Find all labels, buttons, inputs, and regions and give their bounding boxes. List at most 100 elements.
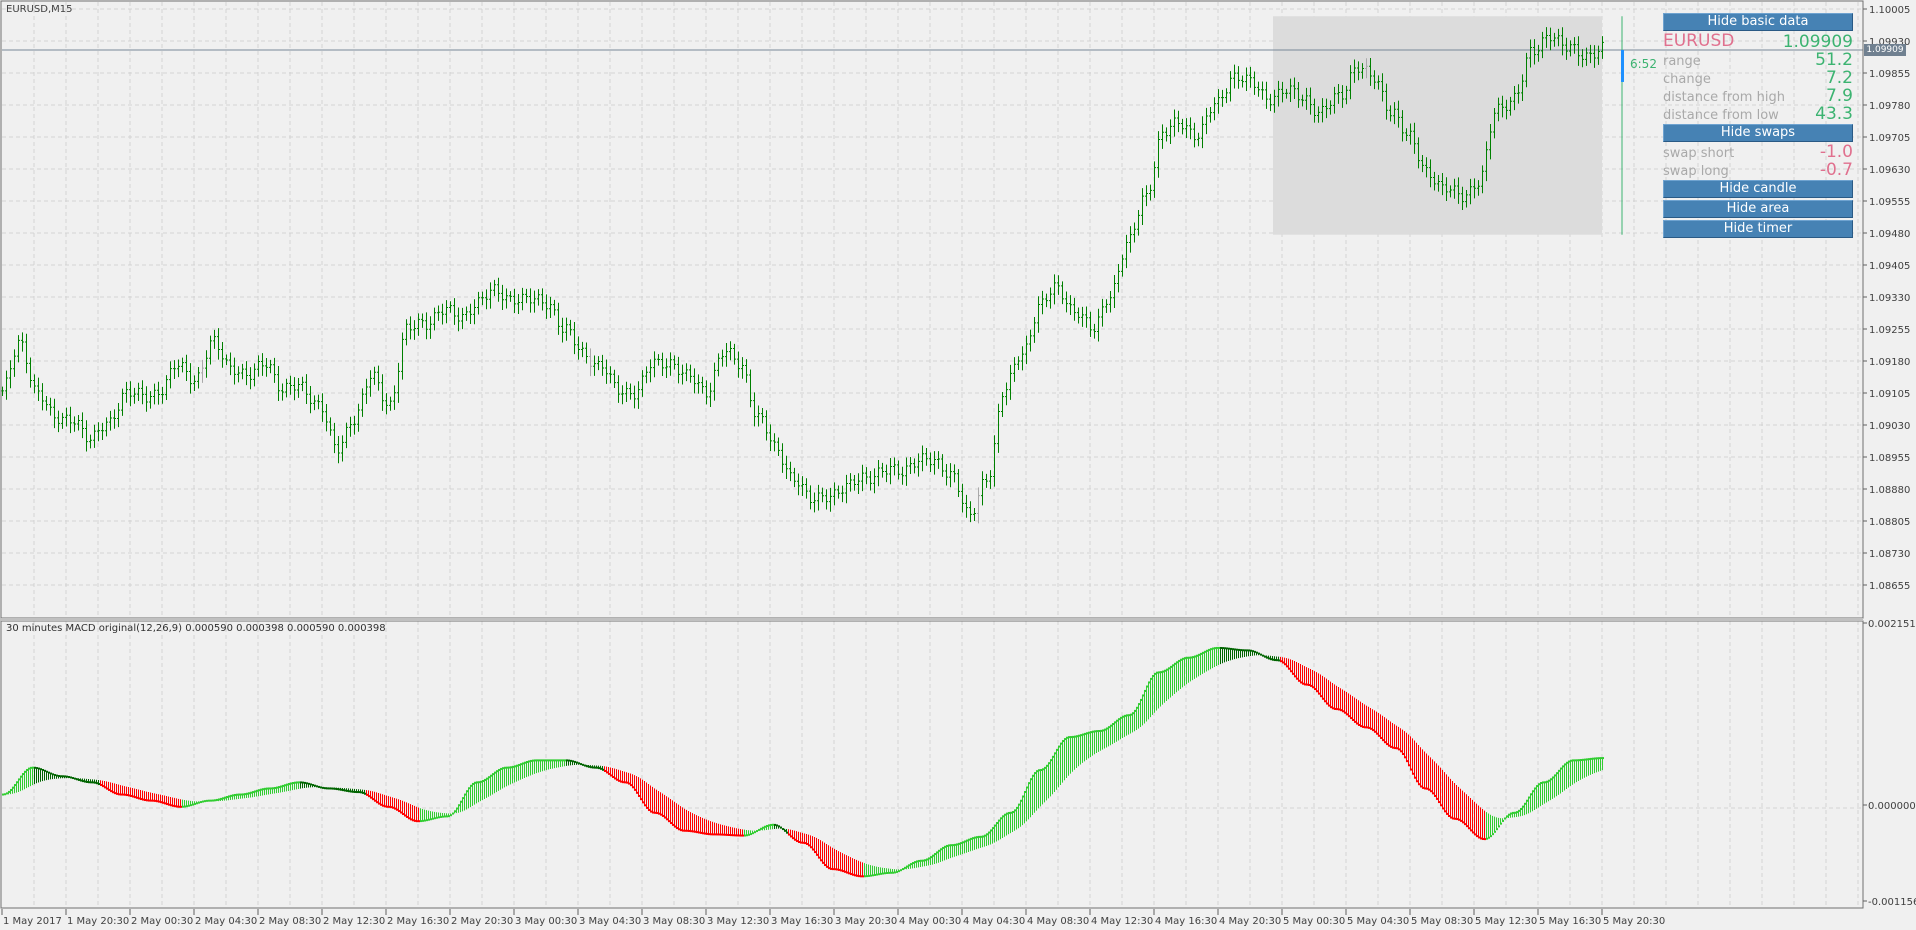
macd-main-point [206,799,208,802]
macd-main-point [80,779,82,782]
macd-main-point [180,805,182,808]
macd-main-point [96,782,98,785]
macd-main-point [42,768,44,771]
macd-main-point [808,844,810,847]
price-bar [1449,185,1452,198]
price-bar [421,313,424,328]
macd-main-point [996,822,998,825]
macd-main-point [182,805,184,808]
macd-main-point [990,829,992,832]
macd-main-point [782,828,784,831]
macd-main-point [428,818,430,821]
price-bar [1213,97,1216,121]
macd-main-point [88,781,90,784]
macd-main-point [754,831,756,834]
hide-basic-data-button[interactable]: Hide basic data [1663,13,1853,31]
macd-main-point [1420,785,1422,788]
macd-main-point [400,811,402,814]
macd-main-point [1460,819,1462,822]
macd-main-point [1582,758,1584,761]
price-bar [1513,85,1516,111]
price-bar [1257,81,1260,97]
macd-main-point [1096,730,1098,733]
price-bar [1421,155,1424,173]
macd-main-point [64,775,66,778]
macd-main-point [238,793,240,796]
time-tick-label: 4 May 20:30 [1219,916,1281,927]
macd-main-point [336,788,338,791]
macd-main-point [920,859,922,862]
hide-timer-button[interactable]: Hide timer [1663,220,1853,238]
time-tick-label: 5 May 08:30 [1411,916,1473,927]
macd-main-point [1100,729,1102,732]
hide-swaps-button[interactable]: Hide swaps [1663,124,1853,142]
macd-main-point [740,834,742,837]
hide-candle-button[interactable]: Hide candle [1663,180,1853,198]
macd-main-point [418,820,420,823]
price-bar [1501,95,1504,118]
macd-main-point [858,875,860,878]
macd-main-point [642,801,644,804]
range-label: range [1663,54,1701,69]
price-bar [1545,27,1548,48]
macd-main-point [1276,659,1278,662]
macd-main-point [500,767,502,770]
time-tick-label: 5 May 12:30 [1475,916,1537,927]
macd-main-point [1482,838,1484,841]
macd-main-point [494,771,496,774]
price-bar [1509,96,1512,116]
price-bar [1093,323,1096,339]
price-bar [1369,58,1372,86]
price-bar [281,383,284,401]
macd-main-point [48,771,50,774]
macd-main-point [590,766,592,769]
hide-area-button[interactable]: Hide area [1663,200,1853,218]
macd-main-point [1256,651,1258,654]
price-bar [257,355,260,377]
macd-main-point [322,786,324,789]
price-bar [17,335,20,363]
macd-main-point [260,788,262,791]
macd-main-point [1384,741,1386,744]
macd-main-point [714,833,716,836]
macd-main-point [1176,661,1178,664]
macd-main-point [1182,657,1184,660]
price-bar [293,377,296,401]
macd-main-point [1448,815,1450,818]
price-bar [409,316,412,340]
macd-main-point [1254,650,1256,653]
macd-main-point [1302,682,1304,685]
macd-main-point [54,774,56,777]
macd-main-point [166,803,168,806]
macd-main-point [1220,646,1222,649]
macd-main-point [122,793,124,796]
price-bar [1537,44,1540,62]
macd-main-point [184,805,186,808]
macd-main-point [876,873,878,876]
macd-main-point [728,833,730,836]
macd-main-point [1392,746,1394,749]
macd-main-point [1438,801,1440,804]
macd-main-point [744,834,746,837]
macd-main-point [1044,766,1046,769]
price-bar [725,343,728,367]
macd-main-point [386,805,388,808]
price-bar [1473,178,1476,199]
price-bar [85,420,88,452]
macd-main-point [906,865,908,868]
macd-main-point [1214,647,1216,650]
macd-main-point [1286,665,1288,668]
price-bar [1157,131,1160,178]
macd-main-point [514,765,516,768]
price-bar [101,422,104,441]
macd-main-point [540,759,542,762]
macd-main-point [800,841,802,844]
price-bar [485,289,488,310]
price-bar [1345,85,1348,105]
macd-main-point [278,786,280,789]
macd-main-point [406,815,408,818]
price-bar [1573,37,1576,54]
price-bar [337,436,340,464]
price-bar [1201,116,1204,149]
